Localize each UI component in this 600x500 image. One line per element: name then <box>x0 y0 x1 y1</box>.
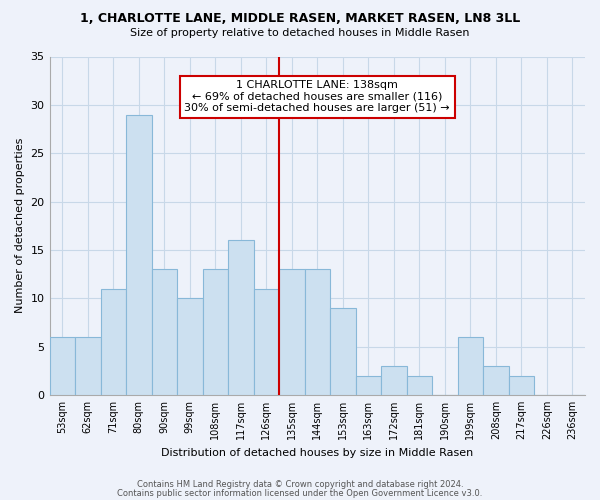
Text: Contains public sector information licensed under the Open Government Licence v3: Contains public sector information licen… <box>118 488 482 498</box>
Bar <box>407 376 432 395</box>
Bar <box>126 114 152 395</box>
X-axis label: Distribution of detached houses by size in Middle Rasen: Distribution of detached houses by size … <box>161 448 473 458</box>
Bar <box>75 337 101 395</box>
Bar <box>279 269 305 395</box>
Bar <box>356 376 381 395</box>
Bar <box>203 269 228 395</box>
Bar <box>330 308 356 395</box>
Text: Size of property relative to detached houses in Middle Rasen: Size of property relative to detached ho… <box>130 28 470 38</box>
Bar <box>50 337 75 395</box>
Bar <box>509 376 534 395</box>
Bar <box>254 288 279 395</box>
Bar <box>458 337 483 395</box>
Text: 1 CHARLOTTE LANE: 138sqm
← 69% of detached houses are smaller (116)
30% of semi-: 1 CHARLOTTE LANE: 138sqm ← 69% of detach… <box>184 80 450 114</box>
Bar <box>381 366 407 395</box>
Bar <box>228 240 254 395</box>
Bar <box>305 269 330 395</box>
Bar <box>483 366 509 395</box>
Bar <box>152 269 177 395</box>
Bar <box>177 298 203 395</box>
Bar <box>101 288 126 395</box>
Text: 1, CHARLOTTE LANE, MIDDLE RASEN, MARKET RASEN, LN8 3LL: 1, CHARLOTTE LANE, MIDDLE RASEN, MARKET … <box>80 12 520 26</box>
Text: Contains HM Land Registry data © Crown copyright and database right 2024.: Contains HM Land Registry data © Crown c… <box>137 480 463 489</box>
Y-axis label: Number of detached properties: Number of detached properties <box>15 138 25 314</box>
